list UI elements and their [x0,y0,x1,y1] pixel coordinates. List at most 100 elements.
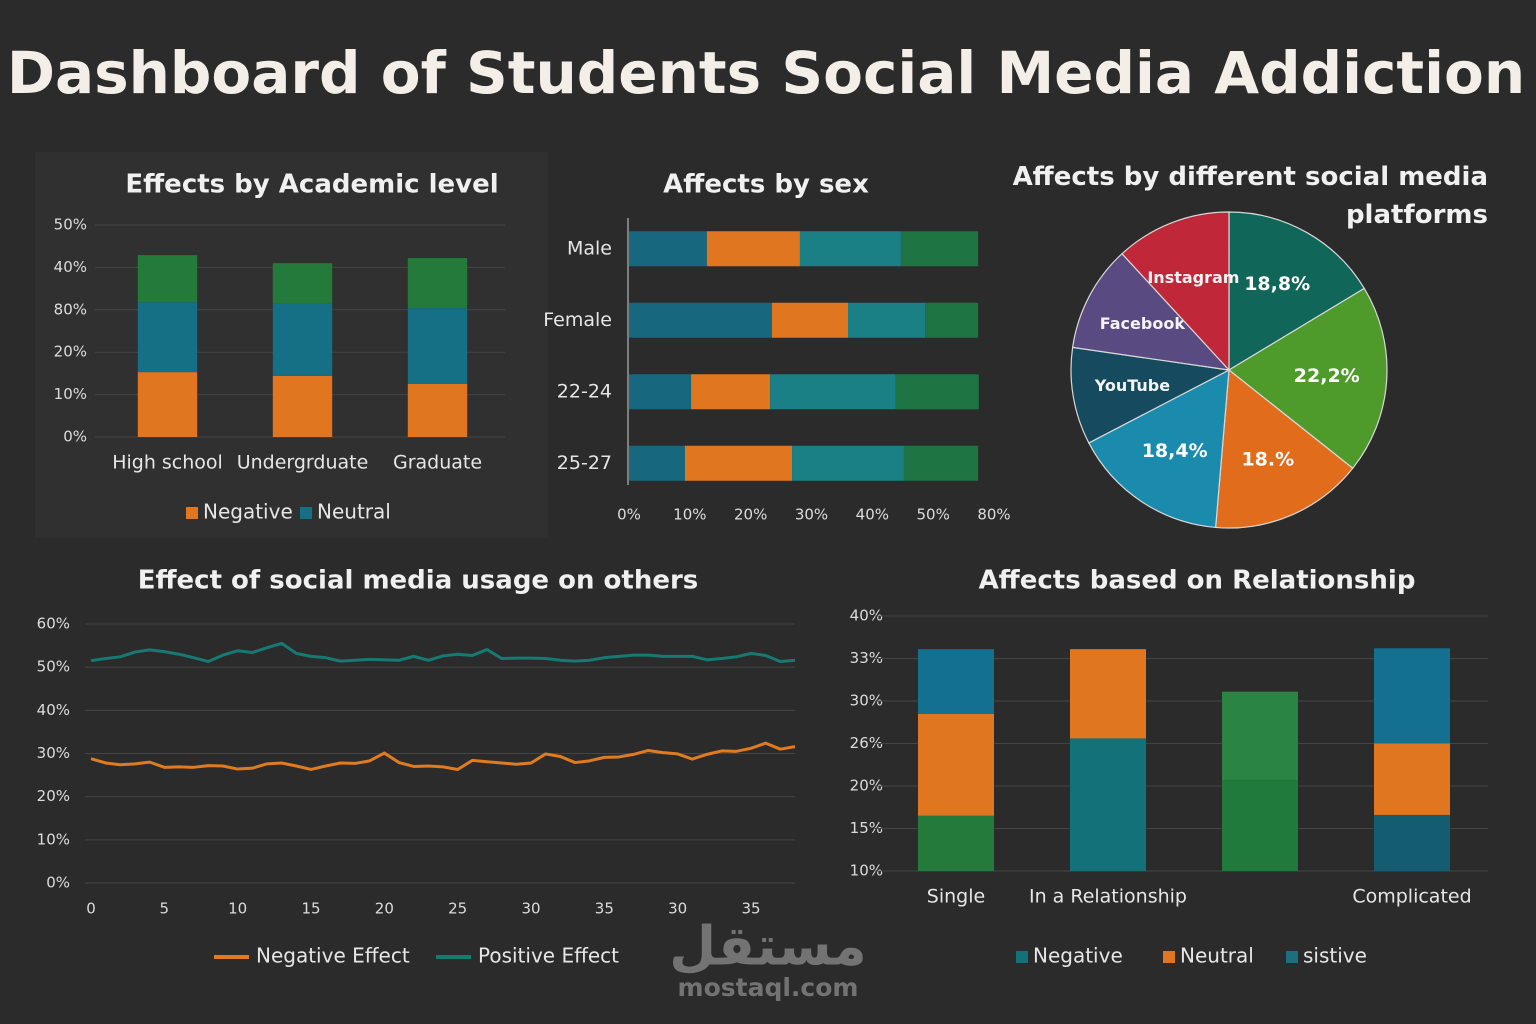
y-tick-label: 0% [46,874,70,892]
data-label: 18,8% [1244,273,1310,295]
bar-segment [925,302,979,338]
pie-slice [1227,287,1388,470]
bar-segment [792,445,904,481]
bar-segment [918,713,994,816]
pie-slice [1121,211,1230,372]
y-tick-label: 40% [850,607,883,625]
legend-label: Positive Effect [478,944,619,968]
bar-segment [799,231,901,267]
chart-title: Effects by Academic level [125,170,498,200]
bar-segment [771,302,848,338]
bar-segment [1374,648,1450,744]
x-tick-label: 30 [521,900,540,918]
y-tick-label: 40% [54,258,87,276]
bar-segment [629,231,707,267]
y-tick-label: 26% [850,734,883,752]
y-tick-label: 22-24 [557,380,612,402]
legend-swatch [1163,951,1175,963]
legend-label: Negative [203,500,293,524]
y-tick-label: 15% [850,819,883,837]
chart-title: Affects based on Relationship [979,566,1416,596]
chart-title: Affects by different social media platfo… [1012,162,1488,230]
bar-segment [272,303,333,376]
bar-segment [407,258,468,309]
bar-segment [770,374,896,410]
legend-label: sistive [1303,944,1367,968]
bar-segment [900,231,979,267]
x-tick-label: 50% [916,506,949,524]
legend-label: Negative Effect [256,944,410,968]
pie-slice [1228,211,1366,372]
x-tick-label: Undergrduate [237,452,369,474]
bar-segment [272,263,333,304]
data-label: 22,2% [1294,365,1360,387]
x-tick-label: 10 [228,900,247,918]
bar-segment [272,375,333,437]
x-tick-label: 0 [86,900,96,918]
bar-segment [903,445,979,481]
legend-label: Negative [1033,944,1123,968]
chart-title: Effect of social media usage on others [138,566,699,596]
bar-segment [1374,814,1450,871]
bar-segment [1222,780,1298,871]
pie-slice [1088,368,1230,529]
x-tick-label: 10% [673,506,706,524]
slice-label: Facebook [1100,314,1186,333]
data-label: 18.% [1241,448,1294,470]
bar-segment [918,815,994,871]
pie-slice [1071,252,1231,371]
bar-segment [629,302,772,338]
bar-segment [1070,649,1146,739]
bar-segment [848,302,926,338]
pie-slice [1070,346,1231,444]
x-tick-label: 20% [734,506,767,524]
slice-label: Instagram [1147,268,1239,287]
bar-segment [706,231,800,267]
y-tick-label: 20% [54,343,87,361]
line-series [90,641,796,664]
x-tick-label: 40% [856,506,889,524]
x-tick-label: 80% [977,506,1010,524]
bar-segment [918,649,994,714]
bar-segment [1222,691,1298,781]
x-tick-label: In a Relationship [1029,886,1187,908]
y-tick-label: 25-27 [557,452,612,474]
bar-segment [629,374,692,410]
x-tick-label: 20 [375,900,394,918]
line-series [90,741,796,771]
y-tick-label: 50% [54,216,87,234]
watermark: مستقل [669,915,867,978]
y-tick-label: 60% [37,615,70,633]
bar-segment [137,255,198,303]
x-tick-label: 35 [741,900,760,918]
legend-swatch [1016,951,1028,963]
y-tick-label: 10% [54,385,87,403]
chart-title: Affects by sex [663,170,869,200]
bar-segment [684,445,793,481]
x-tick-label: 35 [595,900,614,918]
data-label: 18,4% [1142,440,1208,462]
x-tick-label: 30% [795,506,828,524]
legend-label: Neutral [317,500,391,524]
y-tick-label: 30% [850,692,883,710]
bar-segment [1374,743,1450,815]
pie-slice [1214,368,1354,529]
bar-segment [629,445,685,481]
x-tick-label: Single [927,886,985,908]
bar-segment [1070,738,1146,871]
legend-swatch [1286,951,1298,963]
dashboard-title: Dashboard of Students Social Media Addic… [7,39,1525,107]
bar-segment [407,384,468,437]
y-tick-label: 20% [850,777,883,795]
bar-segment [137,372,198,437]
x-tick-label: 0% [617,506,641,524]
x-tick-label: 25 [448,900,467,918]
bar-segment [137,302,198,373]
x-tick-label: Complicated [1352,886,1471,908]
y-tick-label: 30% [37,744,70,762]
x-tick-label: Graduate [393,452,482,474]
bar-segment [895,374,979,410]
bar-segment [407,308,468,384]
x-tick-label: 5 [160,900,170,918]
